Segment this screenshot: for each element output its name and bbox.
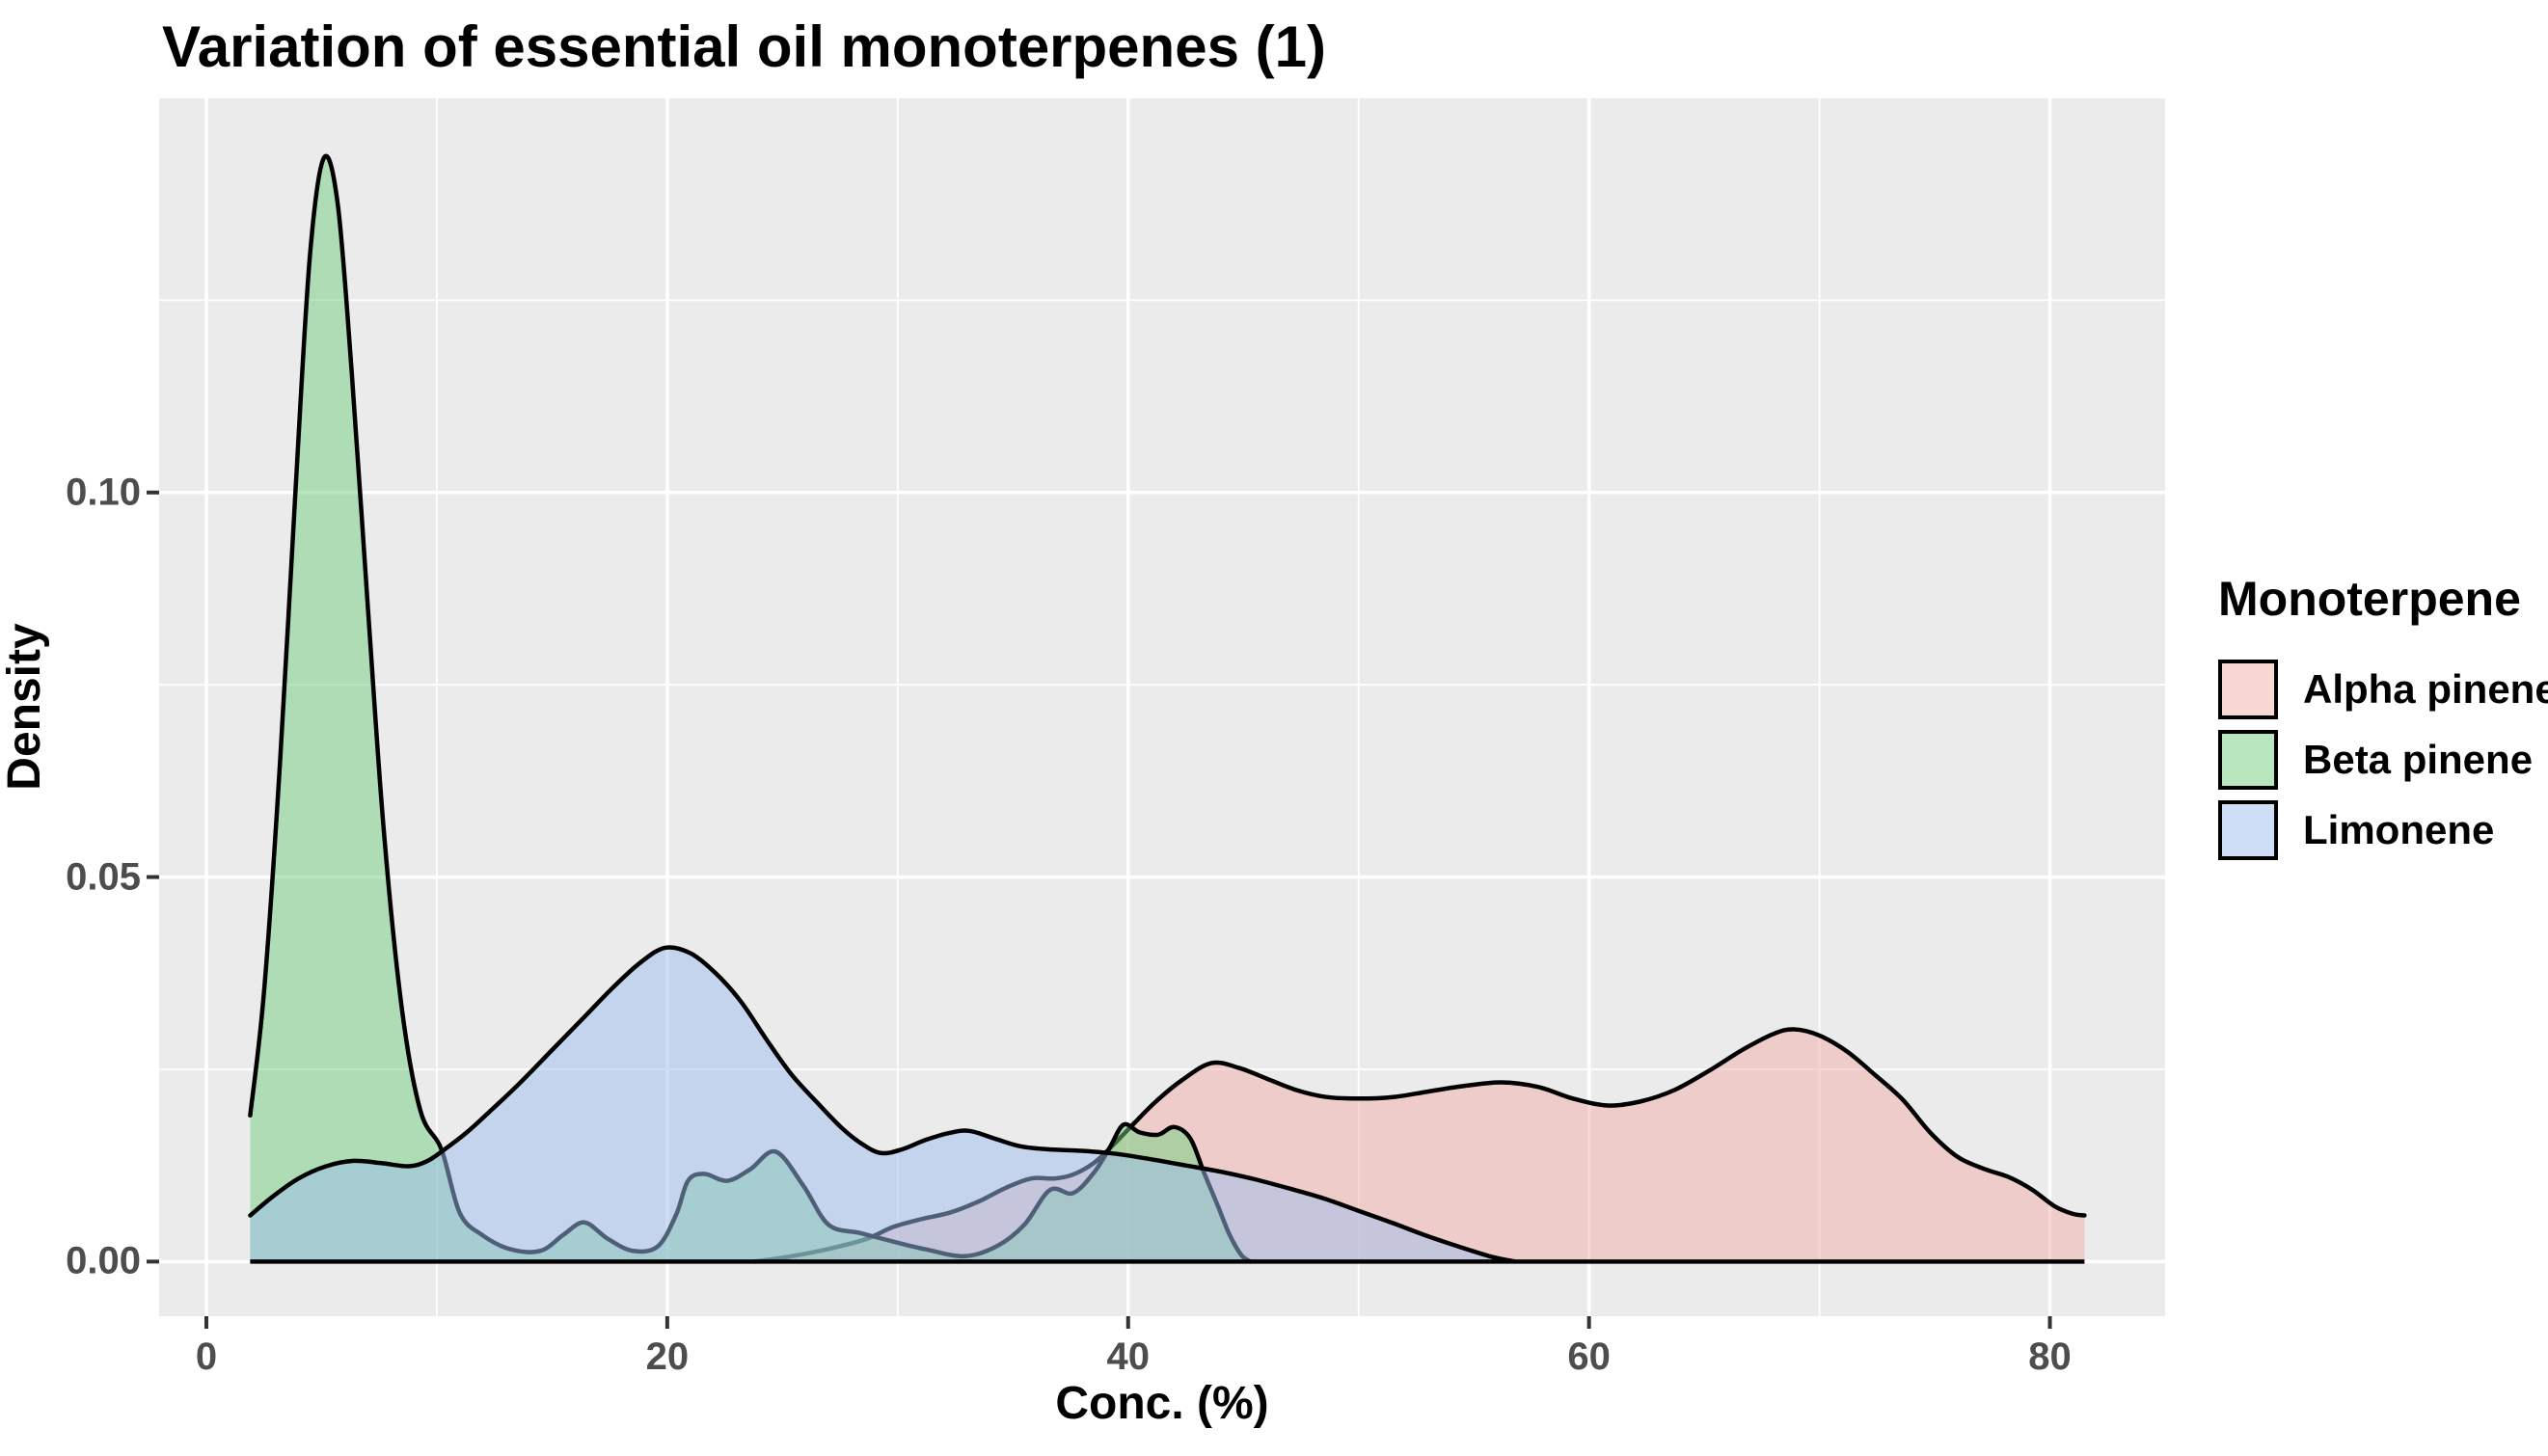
y-tick-label: 0.10 xyxy=(66,471,141,514)
x-tick-label: 0 xyxy=(195,1335,218,1378)
legend-key-swatch xyxy=(2218,799,2278,860)
density-area-beta-pinene xyxy=(250,155,1251,1262)
x-tick-label: 80 xyxy=(2028,1335,2072,1378)
y-axis-title: Density xyxy=(0,623,50,791)
density-curve-limonene xyxy=(248,945,1518,1264)
legend-item: Limonene xyxy=(2218,795,2548,865)
legend-items: Alpha pinene Beta pinene Limonene xyxy=(2218,654,2548,865)
legend-item: Beta pinene xyxy=(2218,724,2548,795)
x-tick-label: 40 xyxy=(1106,1335,1151,1378)
legend-title: Monoterpene xyxy=(2218,572,2521,626)
legend-item-label: Limonene xyxy=(2303,806,2495,852)
legend-item-label: Beta pinene xyxy=(2303,736,2534,782)
legend-item-label: Alpha pinene xyxy=(2303,665,2548,712)
legend-key-swatch xyxy=(2218,659,2278,719)
plot-title: Variation of essential oil monoterpenes … xyxy=(162,14,1326,79)
y-tick-label: 0.00 xyxy=(66,1239,141,1282)
x-axis-title: Conc. (%) xyxy=(1055,1378,1269,1429)
density-area-limonene xyxy=(250,947,1516,1262)
legend: Monoterpene Alpha pinene Beta pinene Limon… xyxy=(2218,571,2548,865)
x-tick-label: 20 xyxy=(645,1335,690,1378)
legend-item: Alpha pinene xyxy=(2218,654,2548,724)
x-tick-label: 60 xyxy=(1567,1335,1611,1378)
legend-key-swatch xyxy=(2218,729,2278,790)
y-tick-label: 0.05 xyxy=(66,855,141,899)
